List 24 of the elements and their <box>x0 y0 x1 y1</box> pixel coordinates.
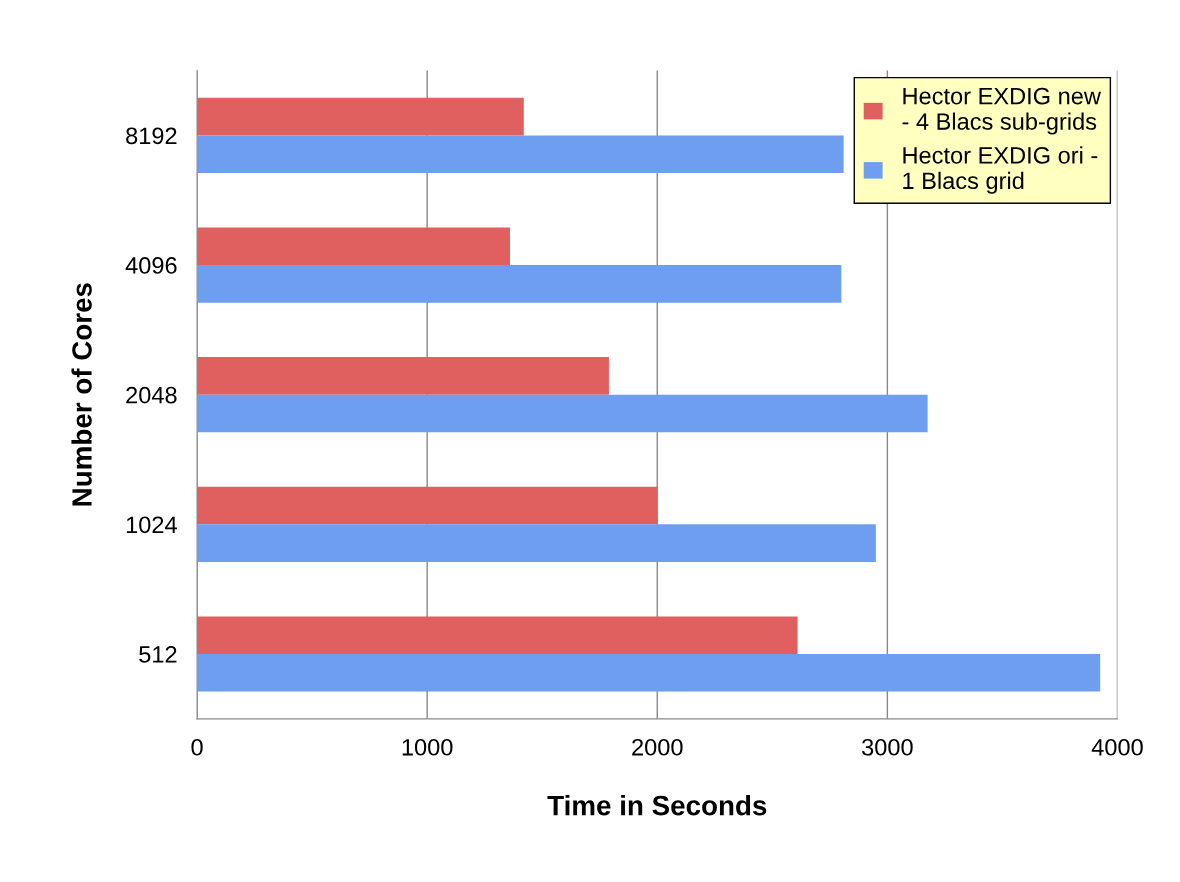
y-tick-label: 2048 <box>126 386 177 404</box>
y-tick-label: 8192 <box>126 127 177 145</box>
x-tick-label: 0 <box>191 738 203 756</box>
bar <box>197 524 876 562</box>
bar <box>197 357 609 395</box>
x-tick-label: 1000 <box>402 738 453 756</box>
bar <box>197 654 1101 692</box>
bar <box>197 265 842 303</box>
bar <box>197 135 844 173</box>
bar <box>197 394 928 433</box>
y-tick-label: 4096 <box>125 257 177 274</box>
bar <box>197 97 524 136</box>
y-tick-label: 512 <box>139 646 177 663</box>
legend-label: Hector EXDIG ori - 1 Blacs grid <box>903 146 1098 194</box>
x-tick-label: 4000 <box>1091 738 1143 756</box>
y-axis-title: Number of Cores <box>71 283 92 506</box>
bar <box>197 616 798 654</box>
bar <box>197 227 510 266</box>
x-tick-label: 2000 <box>632 738 683 756</box>
x-tick-label: 3000 <box>862 738 913 756</box>
x-axis-title: Time in Seconds <box>547 795 767 816</box>
bar <box>197 486 658 525</box>
y-tick-label: 1024 <box>126 516 177 534</box>
legend-label: Hector EXDIG new - 4 Blacs sub-grids <box>902 87 1101 135</box>
